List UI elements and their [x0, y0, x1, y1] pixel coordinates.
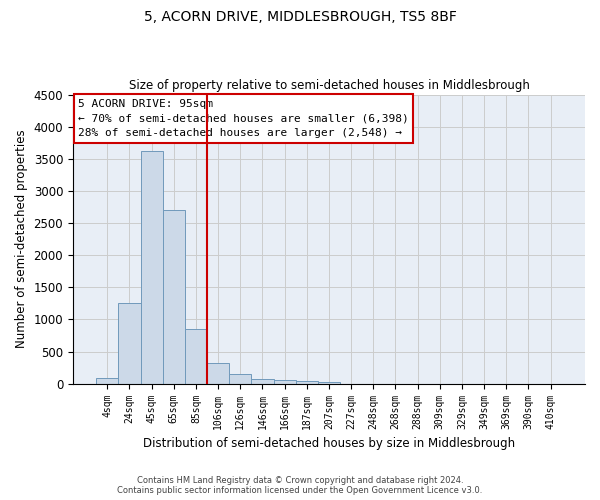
Title: Size of property relative to semi-detached houses in Middlesbrough: Size of property relative to semi-detach… [128, 79, 529, 92]
Text: 5, ACORN DRIVE, MIDDLESBROUGH, TS5 8BF: 5, ACORN DRIVE, MIDDLESBROUGH, TS5 8BF [143, 10, 457, 24]
Bar [140, 151, 163, 384]
Bar [118, 304, 140, 384]
Bar [296, 381, 318, 384]
X-axis label: Distribution of semi-detached houses by size in Middlesbrough: Distribution of semi-detached houses by … [143, 437, 515, 450]
Bar [185, 329, 207, 384]
Bar [274, 380, 296, 384]
Bar [229, 374, 251, 384]
Text: 5 ACORN DRIVE: 95sqm
← 70% of semi-detached houses are smaller (6,398)
28% of se: 5 ACORN DRIVE: 95sqm ← 70% of semi-detac… [78, 99, 409, 138]
Bar [96, 378, 118, 384]
Bar [163, 210, 185, 384]
Bar [207, 363, 229, 384]
Y-axis label: Number of semi-detached properties: Number of semi-detached properties [15, 130, 28, 348]
Bar [251, 378, 274, 384]
Text: Contains HM Land Registry data © Crown copyright and database right 2024.
Contai: Contains HM Land Registry data © Crown c… [118, 476, 482, 495]
Bar [318, 382, 340, 384]
